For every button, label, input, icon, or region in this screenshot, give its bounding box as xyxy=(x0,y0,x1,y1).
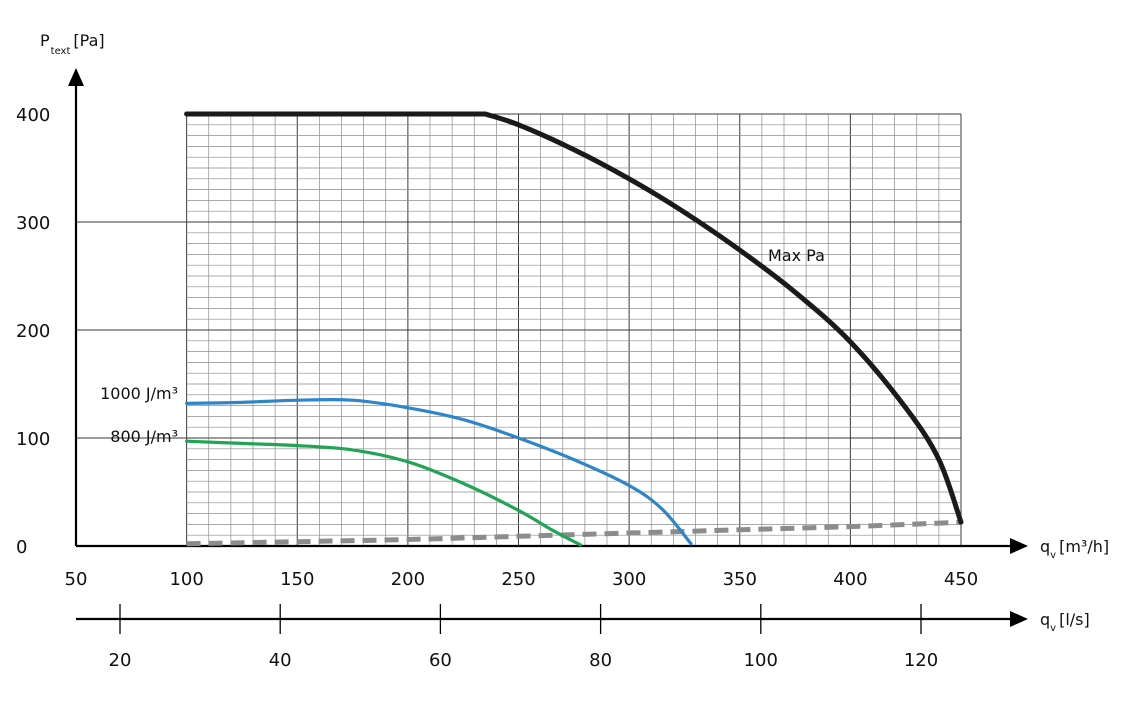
series-label-1000: 1000 J/m³ xyxy=(100,384,178,403)
series-800-j xyxy=(185,439,582,547)
series-system-curve xyxy=(186,519,962,547)
y-tick-label: 400 xyxy=(16,105,50,126)
x-axis-title: qv [m³/h] xyxy=(1040,537,1109,561)
x2-tick-label: 120 xyxy=(904,650,938,671)
x-tick-label: 100 xyxy=(169,569,203,590)
y-tick-label: 300 xyxy=(16,213,50,234)
y-axis-arrow xyxy=(68,68,84,86)
grid xyxy=(76,113,962,547)
x2-axis-title: qv [l/s] xyxy=(1040,610,1090,634)
x-tick-label: 300 xyxy=(612,569,646,590)
series-label-max-pa: Max Pa xyxy=(768,246,825,265)
series-1000-j xyxy=(185,397,693,546)
series-max-pa xyxy=(184,111,964,525)
series-label-800: 800 J/m³ xyxy=(110,427,178,446)
x-axis-arrow xyxy=(1010,538,1028,554)
x-tick-label: 400 xyxy=(833,569,867,590)
labels: Ptext[Pa] qv [m³/h] qv [l/s] Max Pa 1000 J… xyxy=(40,31,1109,634)
x-tick-label: 150 xyxy=(280,569,314,590)
x2-axis-arrow xyxy=(1010,611,1028,627)
series-layer xyxy=(184,111,964,547)
y-tick-label: 200 xyxy=(16,321,50,342)
x2-tick-label: 60 xyxy=(429,650,452,671)
x-tick-label: 250 xyxy=(501,569,535,590)
x2-tick-label: 40 xyxy=(269,650,292,671)
x2-tick-label: 100 xyxy=(744,650,778,671)
tick-labels: 0 100 200 300 400 50 100 150 200 250 300 350 400 450 2… xyxy=(16,105,978,671)
x-tick-label: 50 xyxy=(65,569,88,590)
x-tick-label: 350 xyxy=(723,569,757,590)
y-tick-label: 100 xyxy=(16,429,50,450)
axes xyxy=(68,68,1028,627)
y-tick-label: 0 xyxy=(16,537,27,558)
x-tick-label: 200 xyxy=(391,569,425,590)
x2-tick-label: 80 xyxy=(589,650,612,671)
x2-tick-label: 20 xyxy=(109,650,132,671)
y-axis-title: Ptext[Pa] xyxy=(40,31,105,57)
x-tick-label: 450 xyxy=(944,569,978,590)
